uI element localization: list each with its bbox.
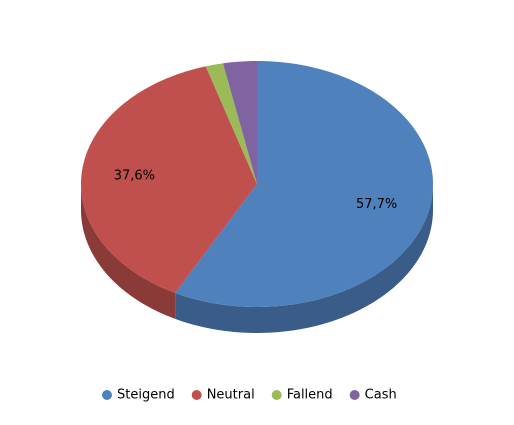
legend-marker — [271, 390, 282, 400]
data-label: 37,6% — [114, 168, 155, 183]
slice — [205, 63, 257, 184]
legend-label: Neutral — [207, 388, 255, 403]
legend-marker — [102, 390, 112, 400]
legend-label: Cash — [365, 388, 397, 403]
slice — [222, 61, 257, 184]
slice — [81, 66, 257, 293]
slice — [175, 61, 433, 307]
legend-marker — [349, 390, 360, 400]
legend-label: Steigend — [117, 388, 175, 403]
legend-label: Fallend — [287, 388, 333, 403]
slice-side — [175, 184, 433, 333]
data-label: 57,7% — [356, 197, 397, 212]
slice-side — [81, 184, 176, 319]
legend-marker — [191, 390, 202, 400]
